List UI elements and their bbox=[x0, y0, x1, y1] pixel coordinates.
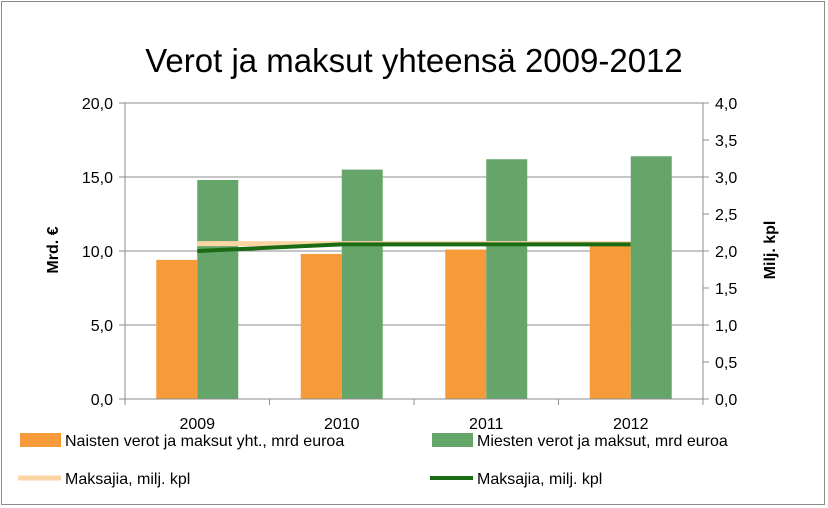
y-right-tick-label: 2,0 bbox=[715, 244, 737, 261]
y-right-tick-label: 3,0 bbox=[715, 170, 737, 187]
y-axis-left-label: Mrd. € bbox=[45, 226, 62, 273]
y-left-tick-label: 15,0 bbox=[82, 170, 113, 187]
x-tick-label: 2010 bbox=[324, 416, 360, 433]
y-right-tick-label: 3,5 bbox=[715, 133, 737, 150]
y-left-tick-label: 20,0 bbox=[82, 96, 113, 113]
bar bbox=[197, 179, 239, 399]
legend-label: Miesten verot ja maksut, mrd euroa bbox=[477, 433, 728, 450]
y-left-tick-label: 10,0 bbox=[82, 244, 113, 261]
legend-label: Maksajia, milj. kpl bbox=[477, 471, 602, 488]
bar bbox=[445, 249, 487, 399]
legend-label: Maksajia, milj. kpl bbox=[65, 471, 190, 488]
y-right-tick-label: 0,0 bbox=[715, 392, 737, 409]
series-line bbox=[197, 242, 631, 253]
legend-swatch bbox=[20, 433, 61, 447]
legend: Naisten verot ja maksut yht., mrd euroa M… bbox=[18, 433, 728, 488]
y-right-tick-label: 0,5 bbox=[715, 355, 737, 372]
x-tick-label: 2012 bbox=[613, 416, 649, 433]
y-right-tick-label: 2,5 bbox=[715, 207, 737, 224]
legend-swatch bbox=[432, 433, 473, 447]
y-right-tick-label: 4,0 bbox=[715, 96, 737, 113]
y-axis-right-label: Milj. kpl bbox=[762, 221, 779, 280]
y-left-tick-label: 0,0 bbox=[91, 392, 113, 409]
bar bbox=[486, 159, 528, 399]
bars bbox=[156, 156, 672, 399]
bar bbox=[630, 156, 672, 399]
legend-label: Naisten verot ja maksut yht., mrd euroa bbox=[65, 433, 344, 450]
x-tick-label: 2011 bbox=[469, 416, 504, 433]
x-tick-label: 2009 bbox=[179, 416, 215, 433]
y-right-tick-label: 1,5 bbox=[715, 281, 737, 298]
bar bbox=[156, 259, 198, 399]
bar bbox=[341, 169, 383, 399]
bar bbox=[300, 253, 342, 399]
axes: 0,0 5,0 10,0 15,0 20,0 0,0 0,5 1,0 1,5 2,0 2,5 3,0 3… bbox=[82, 96, 737, 433]
y-right-tick-label: 1,0 bbox=[715, 318, 737, 335]
series-lines bbox=[197, 241, 631, 253]
y-left-tick-label: 5,0 bbox=[91, 318, 113, 335]
bar bbox=[589, 245, 631, 399]
chart-title: Verot ja maksut yhteensä 2009-2012 bbox=[145, 42, 683, 79]
